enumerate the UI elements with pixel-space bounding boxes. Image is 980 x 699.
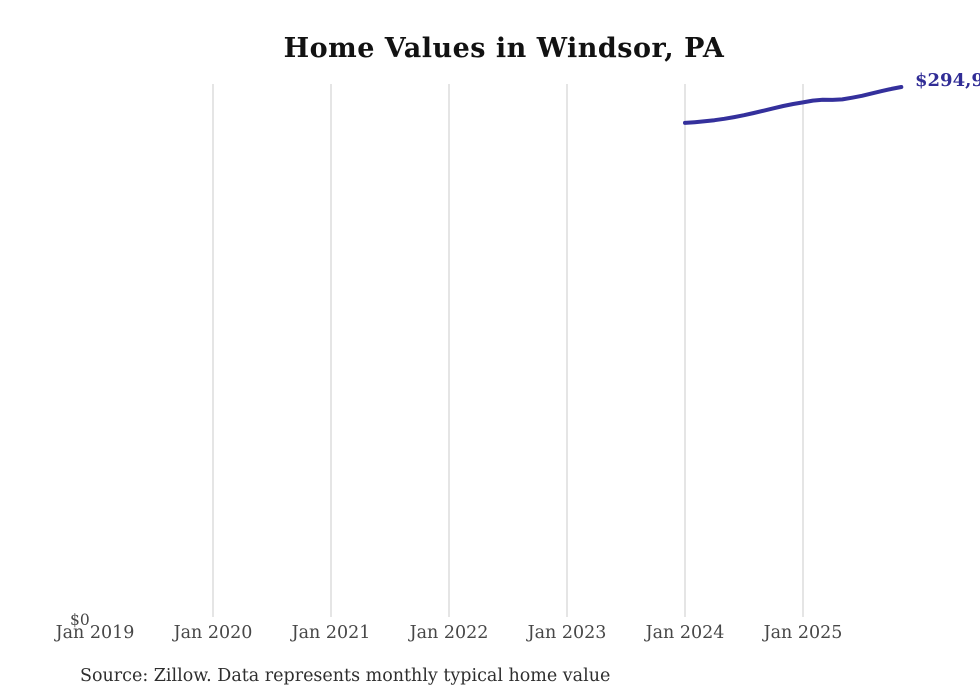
x-tick-label: Jan 2024 — [645, 623, 725, 643]
chart-title: Home Values in Windsor, PA — [283, 33, 725, 64]
gridlines — [212, 84, 804, 617]
x-tick-label: Jan 2022 — [409, 623, 489, 643]
x-tick-label: Jan 2020 — [173, 623, 253, 643]
x-tick-label: Jan 2025 — [763, 623, 843, 643]
home-value-line — [683, 85, 904, 125]
source-note: Source: Zillow. Data represents monthly … — [80, 666, 611, 686]
x-tick-label: Jan 2023 — [527, 623, 607, 643]
x-tick-label: Jan 2021 — [291, 623, 371, 643]
y-axis-zero-label: $0 — [70, 611, 90, 629]
end-value-label: $294,977 — [915, 70, 980, 91]
x-tick-label: Jan 2019 — [55, 623, 135, 643]
